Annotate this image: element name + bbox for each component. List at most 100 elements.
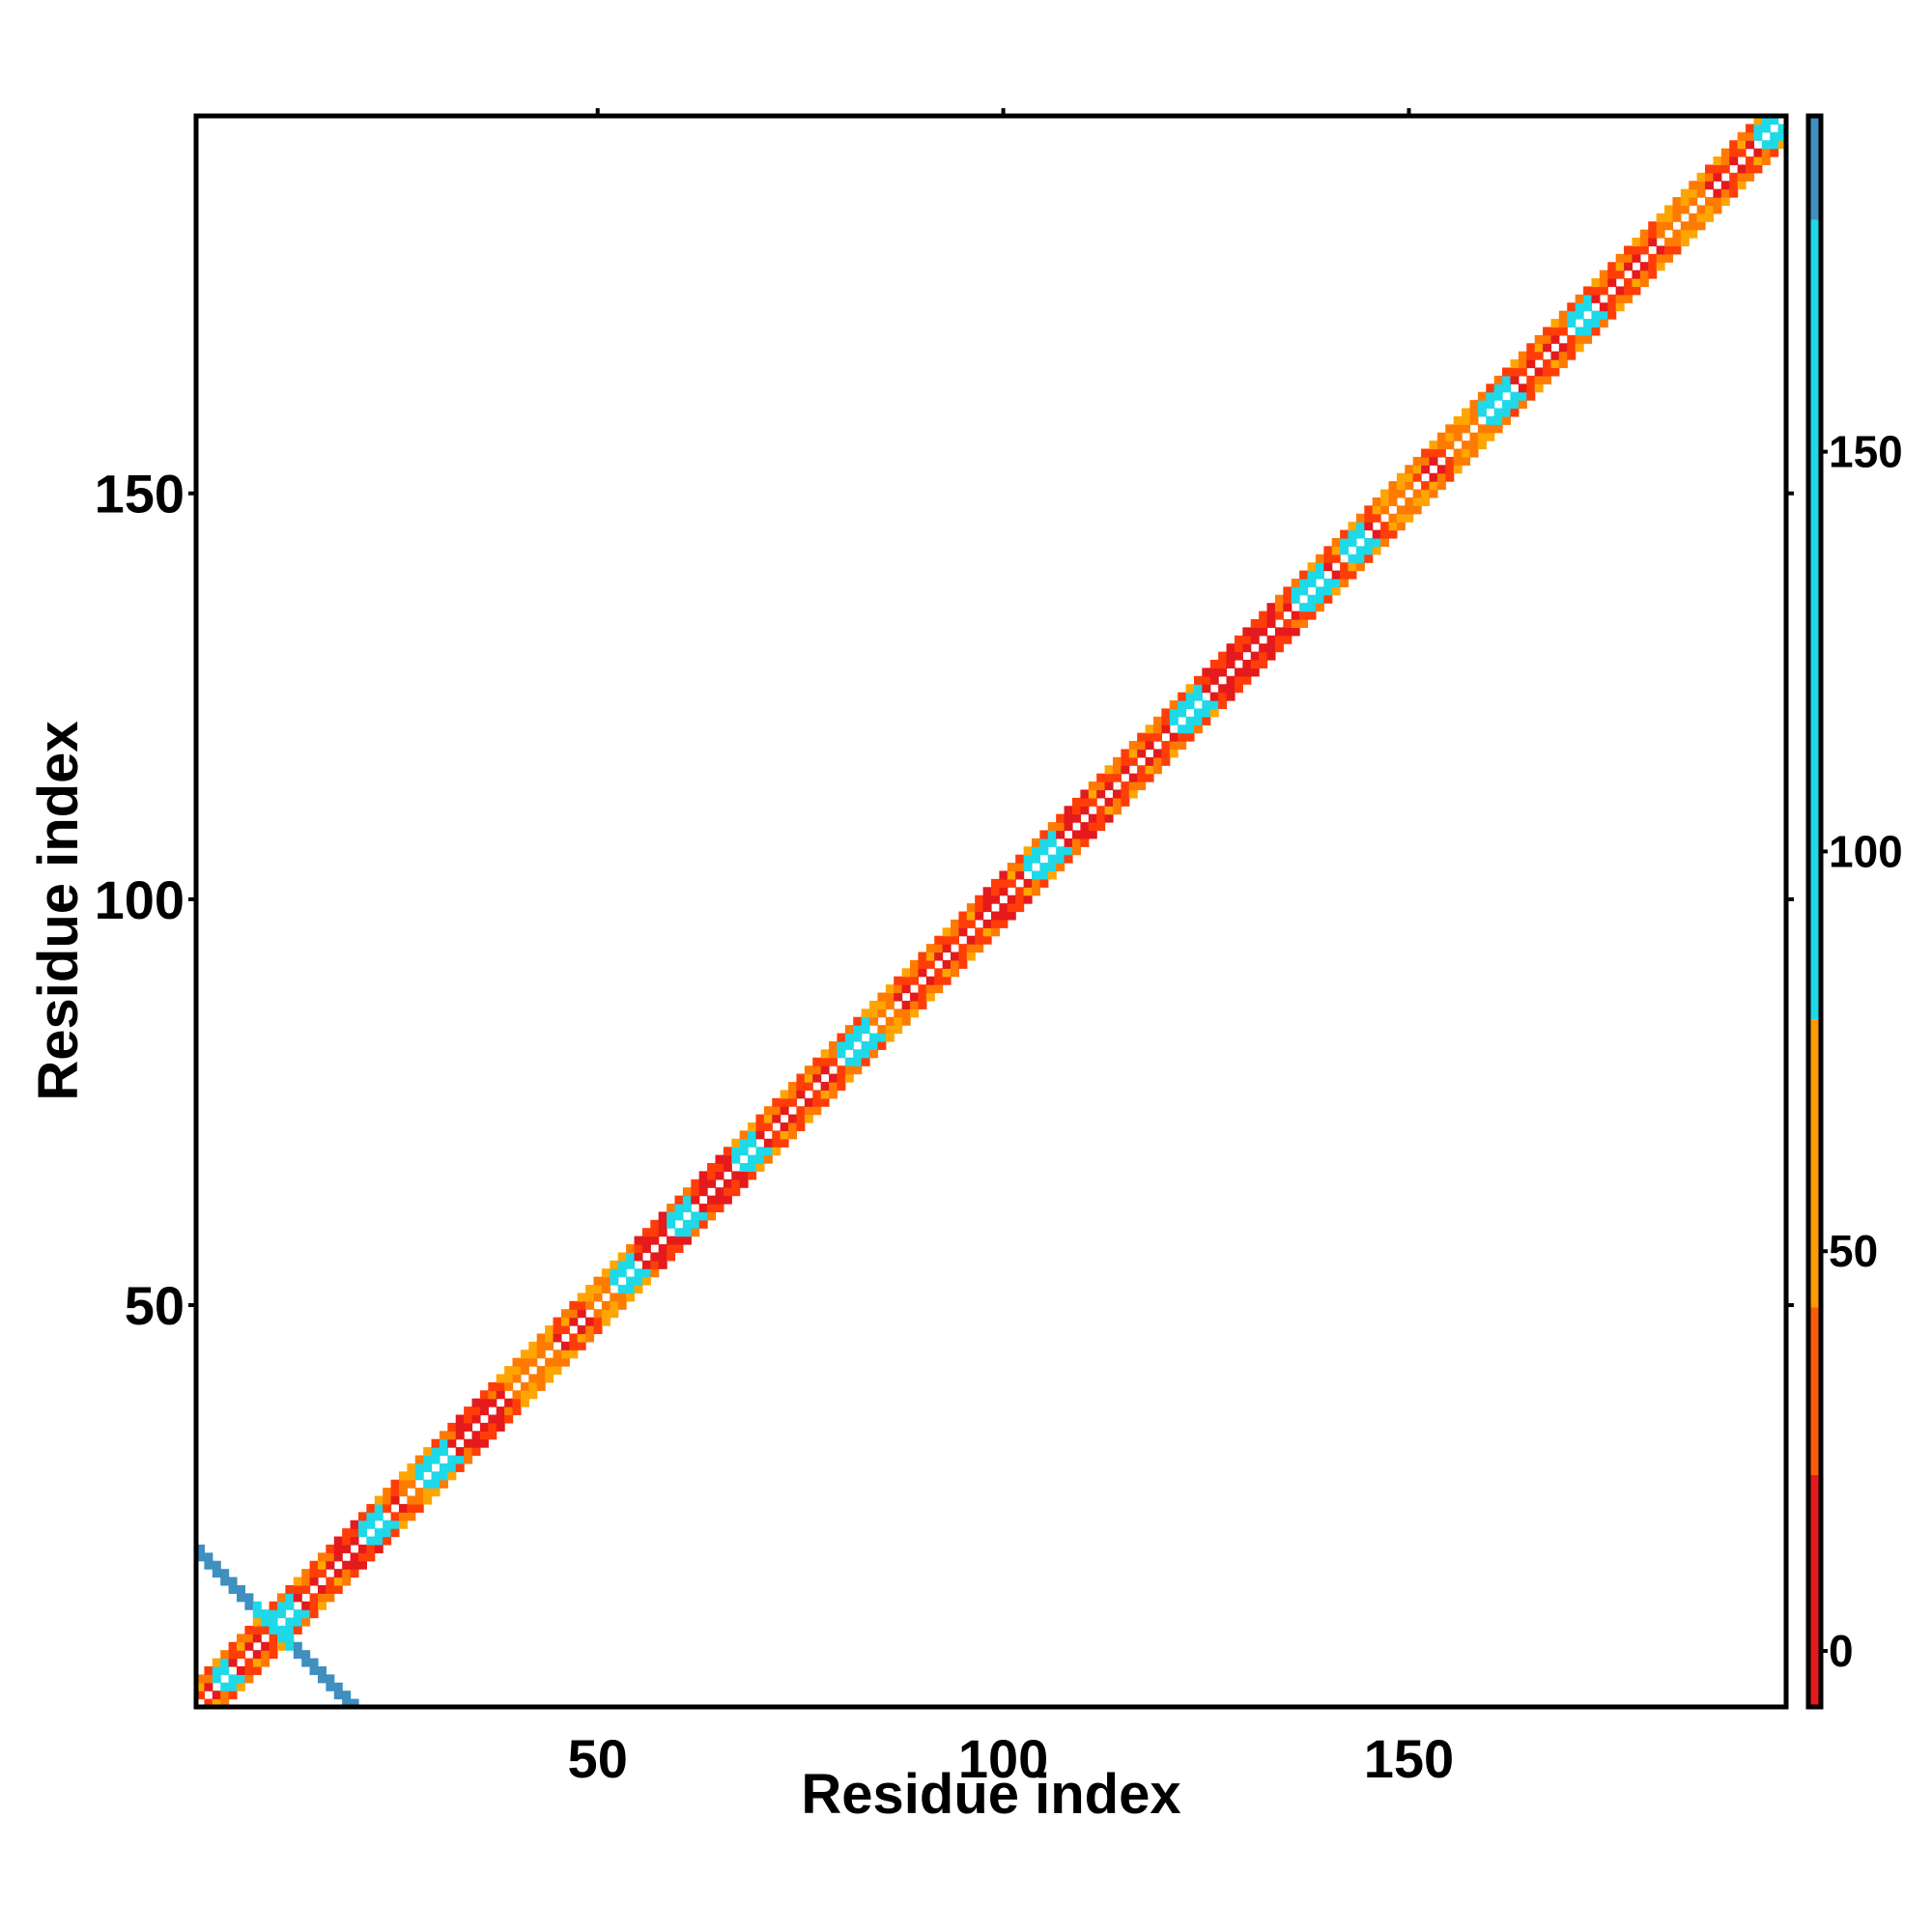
heatmap-cell [261,1641,270,1651]
heatmap-cell [1274,635,1284,644]
heatmap-cell [1056,822,1065,832]
heatmap-cell [1007,895,1016,904]
heatmap-cell [1558,343,1568,353]
heatmap-cell [366,1520,376,1529]
y-tick-label: 150 [95,464,185,525]
heatmap-cell [1323,546,1333,555]
heatmap-cell [553,1325,562,1335]
heatmap-cell [545,1366,554,1376]
heatmap-cell [844,1033,854,1042]
heatmap-cell [682,1204,692,1213]
heatmap-cell [204,1682,213,1691]
heatmap-cell [569,1300,579,1310]
heatmap-cell [894,976,903,985]
heatmap-cell [528,1341,538,1350]
heatmap-cell [479,1438,489,1448]
heatmap-cell [569,1341,579,1350]
heatmap-cell [1039,846,1049,856]
heatmap-cell [1080,838,1090,847]
heatmap-cell [601,1300,611,1310]
heatmap-cell [1355,529,1365,539]
heatmap-cell [691,1195,700,1205]
heatmap-cell [228,1577,238,1586]
heatmap-cell [504,1406,514,1416]
heatmap-cell [285,1617,295,1627]
heatmap-cell [1299,603,1309,612]
heatmap-cell [812,1106,822,1116]
colorbar-tick-label: 50 [1829,1226,1878,1276]
heatmap-cell [650,1260,660,1269]
heatmap-cell [350,1536,359,1546]
heatmap-cell [455,1414,465,1424]
heatmap-cell [844,1025,854,1035]
heatmap-cell [1445,472,1455,482]
heatmap-cell [350,1560,359,1570]
heatmap-cell [1550,367,1560,377]
heatmap-cell [1056,813,1065,823]
heatmap-cell [1348,522,1357,531]
heatmap-cell [1696,221,1706,231]
heatmap-cell [1015,863,1025,872]
heatmap-cell [1064,838,1073,847]
heatmap-cell [1664,221,1674,231]
heatmap-cell [342,1577,352,1586]
heatmap-cell [455,1447,465,1457]
heatmap-cell [414,1495,424,1505]
heatmap-cell [1259,643,1268,653]
heatmap-cell [1607,262,1617,271]
heatmap-cell [1291,578,1300,587]
heatmap-cell [317,1674,327,1684]
heatmap-cell [966,903,976,913]
heatmap-cell [383,1536,392,1546]
heatmap-cell [398,1503,408,1513]
heatmap-cell [228,1584,238,1594]
heatmap-cell [1462,456,1471,466]
heatmap-cell [1453,415,1463,425]
heatmap-cell [1493,424,1503,434]
heatmap-cell [1121,781,1130,791]
heatmap-cell [1405,465,1414,474]
heatmap-cell [991,887,1000,896]
heatmap-cell [504,1398,514,1407]
heatmap-cell [820,1057,830,1066]
heatmap-cell [1202,716,1211,725]
heatmap-cell [1462,408,1471,417]
heatmap-cell [861,1057,870,1066]
heatmap-cell [439,1479,448,1489]
heatmap-cell [479,1431,489,1440]
heatmap-cell [1348,570,1357,580]
heatmap-cell [942,935,952,945]
heatmap-cell [1331,554,1341,563]
heatmap-cell [999,870,1009,880]
heatmap-cell [820,1049,830,1059]
heatmap-cell [1121,756,1130,766]
heatmap-cell [601,1268,611,1278]
heatmap-cell [1355,554,1365,563]
heatmap-cell [1080,797,1090,807]
heatmap-cell [212,1665,221,1675]
heatmap-cell [1209,668,1219,677]
heatmap-cell [1331,586,1341,596]
heatmap-cell [1250,651,1260,661]
heatmap-cell [585,1333,595,1343]
heatmap-cell [1096,813,1106,823]
heatmap-cell [1493,375,1503,384]
heatmap-cell [1299,570,1309,580]
heatmap-cell [804,1106,813,1116]
heatmap-cell [901,1009,911,1018]
heatmap-cell [942,976,952,985]
heatmap-cell [1307,578,1317,587]
heatmap-cell [1121,749,1130,758]
heatmap-cell [1283,618,1293,628]
heatmap-cell [1583,286,1593,296]
heatmap-cell [1510,359,1520,369]
heatmap-cell [1469,408,1479,417]
colorbar-band [1808,1307,1821,1475]
heatmap-cell [244,1665,254,1675]
heatmap-cell [1436,432,1446,441]
heatmap-cell [326,1544,335,1553]
heatmap-cell [569,1309,579,1319]
heatmap-cell [1266,603,1276,612]
heatmap-cell [634,1244,643,1254]
heatmap-cell [577,1309,586,1319]
